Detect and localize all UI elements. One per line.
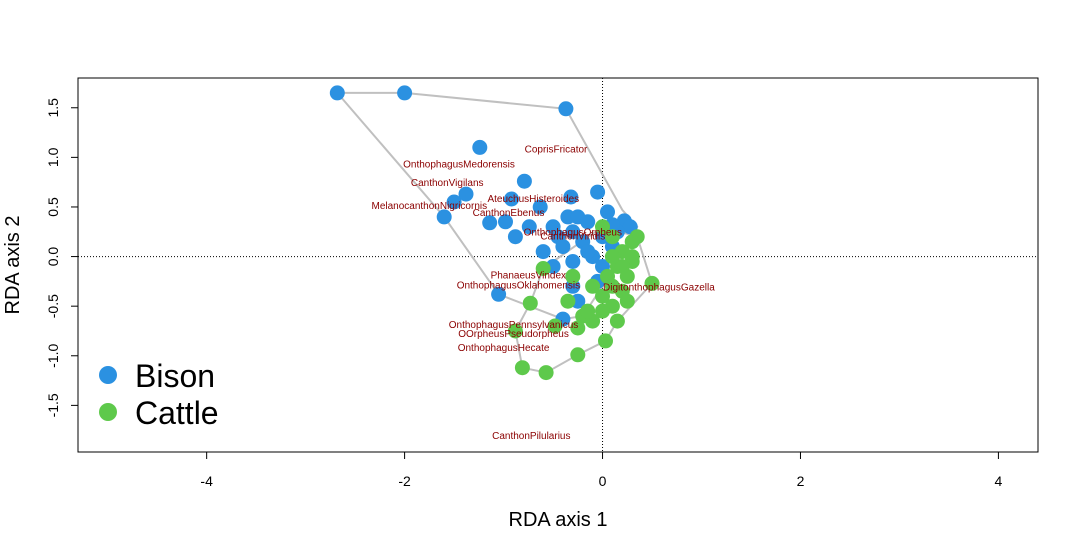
y-tick-label: 1.0 (45, 147, 61, 167)
legend-cattle-marker (99, 403, 117, 421)
cattle-point (604, 278, 620, 294)
cattle-point (604, 229, 620, 245)
cattle-point (507, 323, 523, 339)
x-tick-label: -2 (398, 473, 411, 489)
legend-bison-marker (99, 366, 117, 384)
species-label: MelanocanthonNigricornis (371, 201, 487, 212)
bison-point (580, 244, 596, 260)
cattle-point (547, 318, 563, 334)
series-cattle (507, 219, 660, 381)
cattle-point (598, 333, 613, 349)
bison-point (472, 139, 488, 155)
y-axis: -1.5 -1.0 -0.5 0.0 0.5 1.0 1.5 (45, 98, 79, 417)
y-tick-label: -0.5 (45, 294, 61, 318)
bison-point (558, 101, 574, 117)
bison-point (329, 85, 345, 101)
species-label: OnthophagusOklahomensis (457, 280, 580, 291)
series-bison (329, 85, 638, 327)
cattle-point (609, 313, 625, 329)
species-label: OnthophagusOrpheus (524, 228, 622, 239)
cattle-point (644, 275, 660, 291)
data-points (329, 85, 660, 381)
y-axis-title: RDA axis 2 (2, 216, 24, 315)
y-tick-label: -1.5 (45, 393, 61, 417)
bison-point (600, 204, 615, 220)
bison-point (436, 209, 452, 225)
species-label: CanthonViridis (540, 232, 605, 243)
species-label: OnthophagusHecate (458, 343, 550, 354)
y-tick-label: 0.5 (45, 197, 61, 217)
bison-point (482, 215, 498, 231)
bison-point (491, 286, 507, 302)
species-label: OnthophagusMedorensis (403, 159, 515, 170)
cattle-point (624, 249, 640, 265)
legend-bison-label: Bison (135, 358, 215, 394)
bison-point (458, 186, 474, 202)
cattle-point (522, 295, 538, 311)
bison-point (507, 229, 523, 245)
species-label: CanthonPilularius (492, 431, 570, 442)
x-axis-title: RDA axis 1 (509, 509, 608, 531)
y-tick-label: -1.0 (45, 343, 61, 367)
cattle-point (604, 249, 620, 265)
cattle-point (538, 365, 554, 381)
bison-point (535, 244, 551, 260)
cattle-point (570, 347, 586, 363)
species-labels: CoprisFricator OnthophagusMedorensis Canth… (371, 144, 715, 442)
species-label: PhanaeusVindex (491, 270, 566, 281)
cattle-point (595, 219, 610, 235)
bison-point (565, 254, 581, 269)
bison-point (516, 173, 532, 189)
x-tick-label: 4 (995, 473, 1003, 489)
bison-point (580, 214, 596, 230)
cattle-point (619, 293, 635, 309)
cattle-point (560, 293, 576, 309)
bison-point (563, 189, 579, 205)
cattle-point (614, 259, 630, 274)
legend: Bison Cattle (99, 358, 219, 431)
bison-point (555, 239, 571, 255)
bison-point (498, 214, 513, 230)
species-label: CanthonEbenus (473, 208, 545, 219)
y-tick-label: 0.0 (45, 247, 61, 267)
cattle-point (585, 278, 601, 294)
cattle-point (570, 320, 586, 336)
cattle-point (595, 288, 610, 304)
bison-point (521, 219, 537, 235)
x-axis: -4 -2 0 2 4 (200, 451, 1003, 489)
cattle-point (565, 268, 581, 284)
species-label: DigitonthophagusGazella (603, 282, 715, 293)
x-tick-label: 2 (797, 473, 805, 489)
x-tick-label: 0 (599, 473, 607, 489)
legend-cattle-label: Cattle (135, 395, 219, 431)
bison-point (565, 224, 581, 240)
cattle-point (514, 360, 530, 376)
bison-point (504, 191, 519, 207)
species-label: OnthophagusPennsylvanicus (449, 320, 579, 331)
cattle-point (595, 303, 610, 319)
cattle-point (535, 261, 551, 276)
species-label: CanthonVigilans (411, 178, 484, 189)
x-tick-label: -4 (200, 473, 213, 489)
y-tick-label: 1.5 (45, 98, 61, 118)
species-label: CoprisFricator (525, 144, 588, 155)
species-label: AteuchusHisteroides (487, 194, 579, 205)
species-label: OOrpheusPseudorpheus (458, 329, 569, 340)
bison-point (397, 85, 413, 101)
cattle-point (580, 303, 596, 319)
cattle-point (624, 234, 640, 250)
bison-point (590, 184, 606, 200)
bison-point (532, 199, 548, 215)
bison-point (446, 194, 462, 210)
